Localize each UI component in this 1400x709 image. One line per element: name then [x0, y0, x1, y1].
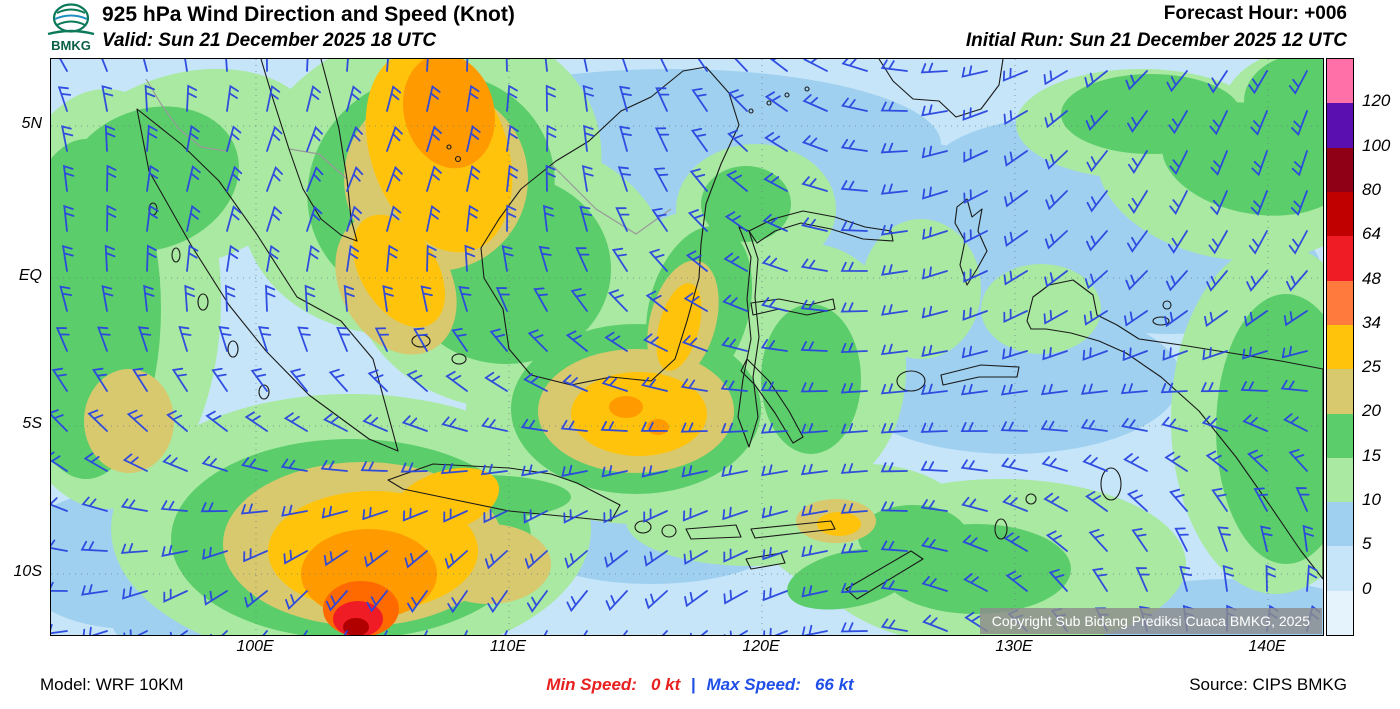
lat-label: 5N — [21, 115, 42, 132]
valid-time: Valid: Sun 21 December 2025 18 UTC — [102, 30, 437, 51]
colorbar-tick-label: 48 — [1362, 268, 1381, 288]
max-speed-label: Max Speed: — [706, 675, 801, 694]
lon-axis: 100E 110E 120E 130E 140E — [50, 638, 1322, 660]
colorbar-tick-label: 34 — [1362, 312, 1381, 332]
colorbar — [1326, 58, 1354, 636]
lon-label: 100E — [236, 638, 274, 655]
colorbar-tick-label: 100 — [1362, 135, 1391, 155]
speed-separator: | — [690, 675, 696, 694]
colorbar-tick-label: 120 — [1362, 91, 1391, 111]
colorbar-segment — [1327, 369, 1353, 414]
colorbar-segment — [1327, 546, 1353, 591]
source-label: Source: CIPS BMKG — [1189, 675, 1347, 694]
colorbar-tick-label: 64 — [1362, 224, 1381, 244]
lat-label: 10S — [13, 563, 42, 580]
colorbar-tick-labels: 120 100 80 64 48 34 25 20 15 10 5 0 — [1362, 58, 1400, 634]
colorbar-tick-label: 5 — [1362, 534, 1372, 554]
country-borders — [145, 78, 672, 235]
model-label: Model: WRF 10KM — [40, 675, 184, 694]
colorbar-tick-label: 15 — [1362, 445, 1381, 465]
forecast-hour: Forecast Hour: +006 — [1163, 3, 1347, 24]
colorbar-tick-label: 0 — [1362, 578, 1372, 598]
bmkg-logo-text: BMKG — [51, 38, 91, 53]
colorbar-segment — [1327, 236, 1353, 281]
speed-summary: Min Speed: 0 kt | Max Speed: 66 kt — [546, 675, 853, 695]
colorbar-segment — [1327, 59, 1353, 104]
max-speed-value: 66 kt — [814, 675, 854, 694]
lon-label: 110E — [489, 638, 527, 655]
colorbar-tick-label: 20 — [1362, 401, 1381, 421]
lat-axis: 5N EQ 5S 10S — [0, 58, 44, 634]
colorbar-tick-label: 25 — [1362, 357, 1381, 377]
wind-speed-fills — [51, 59, 1323, 635]
colorbar-segment — [1327, 457, 1353, 503]
bmkg-logo: BMKG — [47, 3, 95, 53]
lon-label: 130E — [995, 638, 1033, 655]
colorbar-segment — [1327, 191, 1353, 237]
colorbar-tick-label: 80 — [1362, 179, 1381, 199]
min-speed-value: 0 kt — [650, 675, 681, 694]
page-title: 925 hPa Wind Direction and Speed (Knot) — [102, 3, 515, 26]
lon-label: 140E — [1248, 638, 1286, 655]
colorbar-segment — [1327, 280, 1353, 325]
lat-label: EQ — [18, 267, 42, 284]
wind-barbs — [51, 59, 1321, 635]
colorbar-segment — [1327, 590, 1353, 636]
colorbar-tick-label: 10 — [1362, 490, 1381, 510]
initial-run: Initial Run: Sun 21 December 2025 12 UTC — [965, 30, 1347, 51]
colorbar-segment — [1327, 324, 1353, 370]
lon-label: 120E — [742, 638, 780, 655]
min-speed-label: Min Speed: — [546, 675, 637, 694]
lat-label: 5S — [22, 415, 42, 432]
colorbar-segment — [1327, 147, 1353, 192]
map-canvas: Copyright Sub Bidang Prediksi Cuaca BMKG… — [50, 58, 1324, 636]
wind-map-svg — [51, 59, 1323, 635]
colorbar-segment — [1327, 502, 1353, 547]
copyright-note: Copyright Sub Bidang Prediksi Cuaca BMKG… — [979, 608, 1322, 634]
colorbar-segment — [1327, 413, 1353, 458]
colorbar-segment — [1327, 103, 1353, 148]
